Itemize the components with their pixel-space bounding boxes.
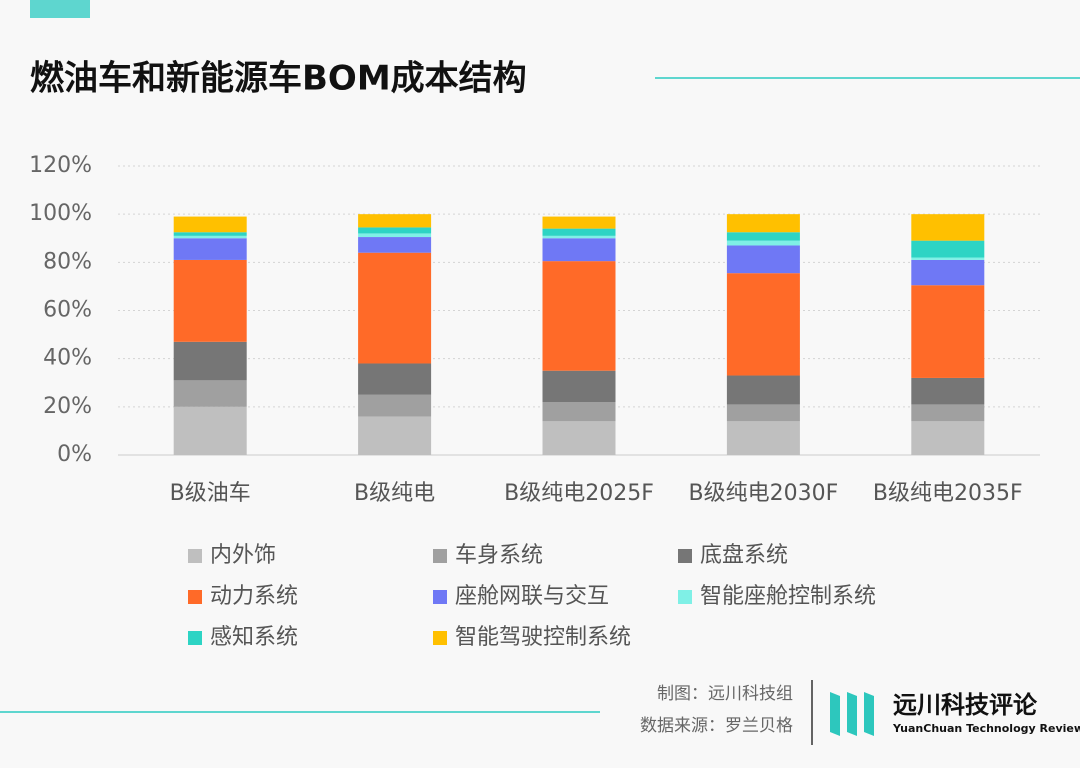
credit: 制图：远川科技组 [657, 684, 793, 704]
bar-segment [358, 237, 432, 253]
bar-segment [358, 214, 432, 228]
brand-en: YuanChuan Technology Review [892, 722, 1080, 735]
bar-segment [726, 404, 800, 422]
bar-segment [542, 235, 616, 239]
y-tick-label: 80% [43, 249, 92, 274]
bar-segment [358, 416, 432, 455]
bar-segment [542, 421, 616, 455]
x-tick-label: B级纯电2030F [689, 481, 839, 506]
logo-icon [830, 692, 874, 736]
bar-segment [726, 273, 800, 376]
bar-segment [173, 216, 247, 233]
bar-segment [726, 214, 800, 233]
legend-label: 感知系统 [210, 625, 298, 650]
legend-label: 智能驾驶控制系统 [455, 625, 631, 650]
legend-swatch [678, 590, 692, 604]
bar-segment [173, 232, 247, 236]
bar-segment [726, 245, 800, 274]
bar-segment [173, 235, 247, 239]
bar-segment [726, 375, 800, 405]
chart-title: 燃油车和新能源车BOM成本结构 [30, 59, 527, 99]
bar-segment [173, 406, 247, 455]
bar-segment [542, 402, 616, 422]
x-tick-label: B级纯电 [354, 481, 435, 506]
bar-segment [173, 259, 247, 342]
source: 数据来源：罗兰贝格 [640, 716, 793, 736]
y-tick-label: 20% [43, 394, 92, 419]
bar-segment [542, 216, 616, 229]
bar-segment [173, 341, 247, 381]
bar-segment [726, 232, 800, 241]
legend-label: 底盘系统 [700, 543, 788, 568]
bar-segment [358, 394, 432, 417]
bar-segment [911, 214, 985, 241]
legend-swatch [433, 549, 447, 563]
legend-swatch [188, 549, 202, 563]
bar-segment [173, 238, 247, 260]
bar-segment [173, 380, 247, 407]
legend-label: 智能座舱控制系统 [700, 584, 876, 609]
bar-segment [358, 252, 432, 364]
bar-segment [911, 285, 985, 378]
bar-segment [358, 363, 432, 395]
x-tick-label: B级纯电2035F [873, 481, 1023, 506]
legend-label: 内外饰 [210, 543, 276, 568]
accent-block [30, 0, 90, 18]
bar-segment [911, 377, 985, 405]
legend-swatch [188, 631, 202, 645]
bar-segment [726, 421, 800, 455]
bar-segment [542, 370, 616, 403]
legend-swatch [433, 631, 447, 645]
bar-segment [911, 404, 985, 422]
bar-segment [911, 259, 985, 286]
bar-segment [911, 257, 985, 260]
legend-label: 车身系统 [455, 543, 543, 568]
legend-swatch [433, 590, 447, 604]
bar-segment [542, 261, 616, 371]
bar-segment [911, 240, 985, 258]
x-tick-label: B级纯电2025F [504, 481, 654, 506]
bar-segment [358, 233, 432, 238]
y-tick-label: 40% [43, 346, 92, 371]
bar-segment [358, 227, 432, 234]
legend-label: 座舱网联与交互 [455, 584, 609, 609]
y-tick-label: 60% [43, 298, 92, 323]
legend-swatch [678, 549, 692, 563]
bar-segment [911, 421, 985, 455]
bar-segment [726, 240, 800, 246]
legend-swatch [188, 590, 202, 604]
y-tick-label: 100% [29, 201, 92, 226]
legend-label: 动力系统 [210, 584, 298, 609]
bar-segment [542, 238, 616, 262]
x-tick-label: B级油车 [170, 481, 251, 506]
bar-segment [542, 228, 616, 236]
y-tick-label: 120% [29, 153, 92, 178]
brand: 远川科技评论 [893, 691, 1038, 719]
y-tick-label: 0% [57, 442, 92, 467]
